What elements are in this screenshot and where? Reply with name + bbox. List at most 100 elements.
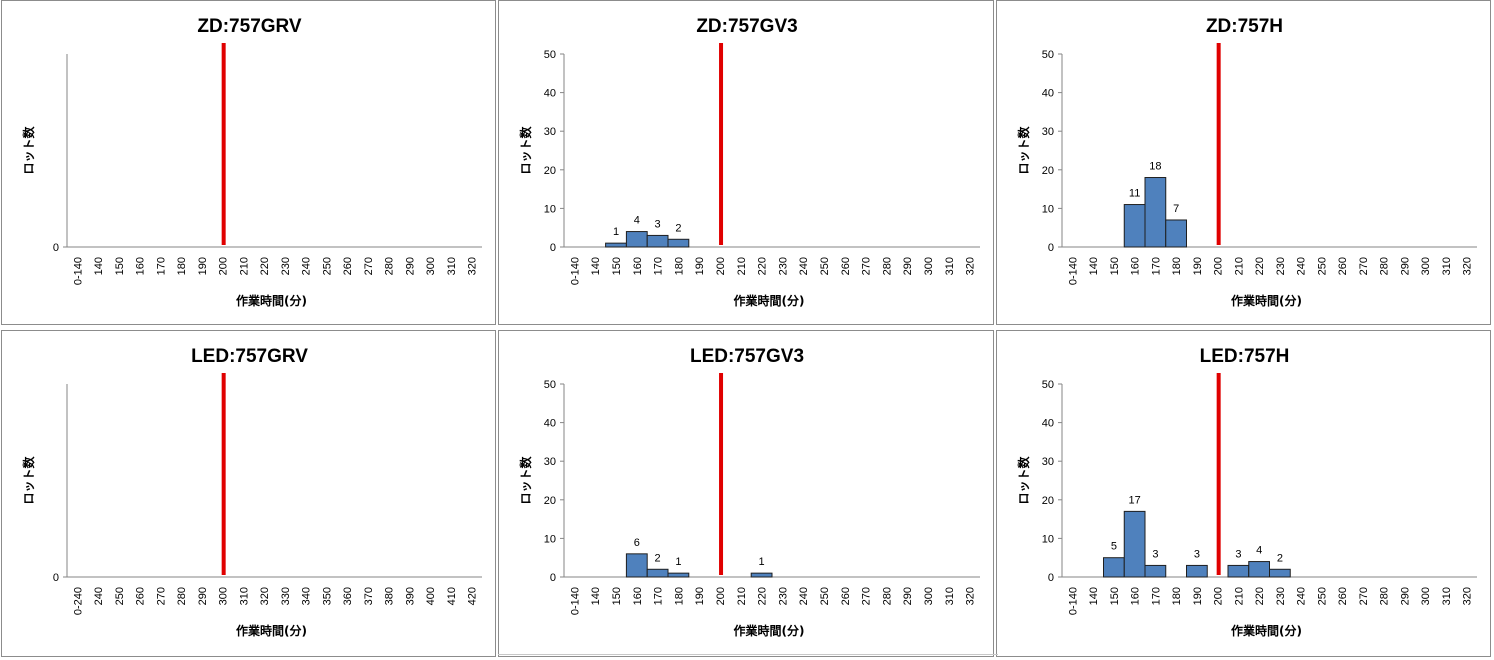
x-tick-label-150: 150 — [611, 587, 623, 605]
x-tick-label-370: 370 — [363, 587, 375, 605]
x-tick-label-310: 310 — [238, 587, 250, 605]
x-tick-label-250: 250 — [819, 587, 831, 605]
x-tick-label-330: 330 — [280, 587, 292, 605]
x-tick-label-250: 250 — [1316, 587, 1328, 605]
x-tick-label-250: 250 — [114, 587, 126, 605]
x-tick-label-140: 140 — [93, 257, 105, 275]
x-tick-label-310: 310 — [1441, 587, 1453, 605]
x-tick-label-160: 160 — [1130, 257, 1142, 275]
x-tick-label-0-140: 0-140 — [569, 587, 581, 615]
x-tick-label-180: 180 — [176, 257, 188, 275]
chart-svg: ZD:757GRV ロット数 0 0-140 140 150 160 170 180 190 200… — [21, 16, 482, 308]
chart-svg: LED:757H ロット数 0 10 20 30 40 50 0-140 140 5 150 17 160… — [1016, 346, 1477, 638]
x-tick-label-240: 240 — [798, 587, 810, 605]
x-tick-label-210: 210 — [736, 257, 748, 275]
data-label-190: 3 — [1194, 548, 1200, 560]
x-tick-label-240: 240 — [1296, 257, 1308, 275]
x-axis-title: 作業時間(分) — [236, 623, 307, 638]
x-tick-label-270: 270 — [1358, 257, 1370, 275]
bar-150 — [605, 242, 627, 248]
x-tick-label-190: 190 — [694, 587, 706, 605]
bar-170 — [1144, 564, 1167, 578]
x-tick-label-270: 270 — [155, 587, 167, 605]
x-tick-label-140: 140 — [1088, 587, 1100, 605]
x-tick-label-290: 290 — [197, 587, 209, 605]
x-tick-label-190: 190 — [1192, 257, 1204, 275]
x-tick-label-230: 230 — [777, 587, 789, 605]
chart-panel-led-757grv[interactable]: LED:757GRV ロット数 0 0-240 240 250 260 270 280 290 30… — [1, 330, 496, 657]
x-tick-label-220: 220 — [757, 257, 769, 275]
chart-panel-zd-757h[interactable]: ZD:757H ロット数 0 10 20 30 40 50 0-140 140 150 11 160 18… — [996, 0, 1491, 325]
x-tick-label-300: 300 — [923, 257, 935, 275]
x-tick-label-320: 320 — [1462, 587, 1474, 605]
x-tick-label-160: 160 — [632, 257, 644, 275]
y-tick-label: 0 — [1048, 572, 1054, 584]
data-label-160: 6 — [634, 537, 640, 549]
x-tick-label-180: 180 — [673, 257, 685, 275]
y-axis-title: ロット数 — [1016, 126, 1031, 175]
x-tick-label-420: 420 — [467, 587, 479, 605]
y-tick-label: 10 — [1042, 533, 1054, 545]
y-tick-label: 50 — [1042, 49, 1054, 61]
bar-210 — [1227, 564, 1250, 578]
x-tick-label-320: 320 — [965, 587, 977, 605]
chart-title: LED:757GV3 — [690, 346, 804, 367]
x-tick-label-250: 250 — [321, 257, 333, 275]
y-axis-title: ロット数 — [1016, 456, 1031, 505]
x-tick-label-290: 290 — [1399, 257, 1411, 275]
x-tick-label-290: 290 — [902, 257, 914, 275]
x-tick-label-150: 150 — [114, 257, 126, 275]
x-tick-label-270: 270 — [861, 257, 873, 275]
chart-panel-zd-757grv[interactable]: ZD:757GRV ロット数 0 0-140 140 150 160 170 180 190 200… — [1, 0, 496, 325]
x-tick-label-210: 210 — [1233, 587, 1245, 605]
chart-panel-led-757h[interactable]: LED:757H ロット数 0 10 20 30 40 50 0-140 140 5 150 17 160… — [996, 330, 1491, 657]
x-tick-label-140: 140 — [590, 257, 602, 275]
chart-svg: LED:757GV3 ロット数 0 10 20 30 40 50 0-140 140 150 6 160… — [518, 346, 980, 638]
x-tick-label-190: 190 — [197, 257, 209, 275]
data-label-180: 7 — [1173, 203, 1179, 215]
x-tick-label-170: 170 — [1150, 587, 1162, 605]
x-tick-label-150: 150 — [1109, 587, 1121, 605]
x-tick-label-290: 290 — [902, 587, 914, 605]
x-tick-label-170: 170 — [653, 587, 665, 605]
data-label-160: 11 — [1129, 188, 1140, 200]
x-tick-label-150: 150 — [611, 257, 623, 275]
y-tick-label: 50 — [1042, 379, 1054, 391]
x-tick-label-290: 290 — [1399, 587, 1411, 605]
x-tick-label-280: 280 — [176, 587, 188, 605]
data-label-160: 17 — [1129, 494, 1141, 506]
data-label-150: 1 — [613, 226, 619, 238]
y-tick-label: 40 — [1042, 88, 1054, 100]
x-axis-title: 作業時間(分) — [236, 293, 307, 308]
x-tick-label-230: 230 — [777, 257, 789, 275]
x-tick-label-150: 150 — [1109, 257, 1121, 275]
y-tick-label: 20 — [1042, 495, 1054, 507]
bar-160 — [625, 231, 648, 248]
x-tick-label-300: 300 — [1420, 587, 1432, 605]
x-tick-label-160: 160 — [632, 587, 644, 605]
chart-svg: LED:757GRV ロット数 0 0-240 240 250 260 270 280 290 30… — [21, 346, 482, 638]
x-tick-label-280: 280 — [384, 257, 396, 275]
x-tick-label-230: 230 — [280, 257, 292, 275]
x-tick-label-260: 260 — [342, 257, 354, 275]
y-tick-label: 20 — [544, 495, 556, 507]
chart-panel-zd-757gv3[interactable]: ZD:757GV3 ロット数 0 10 20 30 40 50 0-140 140 1 150 4 160… — [498, 0, 994, 325]
data-label-170: 3 — [655, 218, 661, 230]
data-label-180: 2 — [675, 222, 681, 234]
bar-160 — [1123, 204, 1146, 248]
x-axis-title: 作業時間(分) — [1231, 623, 1302, 638]
bar-170 — [646, 568, 669, 578]
x-tick-label-260: 260 — [840, 587, 852, 605]
x-axis-title: 作業時間(分) — [1231, 293, 1302, 308]
data-label-160: 4 — [634, 215, 640, 227]
data-label-170: 18 — [1149, 161, 1161, 173]
y-tick-label: 40 — [544, 418, 556, 430]
resize-grip[interactable] — [498, 654, 998, 660]
chart-panel-led-757gv3[interactable]: LED:757GV3 ロット数 0 10 20 30 40 50 0-140 140 150 6 160… — [498, 330, 994, 657]
x-tick-label-340: 340 — [301, 587, 313, 605]
x-tick-label-180: 180 — [1171, 587, 1183, 605]
x-tick-label-300: 300 — [425, 257, 437, 275]
chart-title: LED:757GRV — [191, 346, 308, 367]
data-label-150: 5 — [1111, 541, 1117, 553]
y-axis-title: ロット数 — [518, 126, 533, 175]
